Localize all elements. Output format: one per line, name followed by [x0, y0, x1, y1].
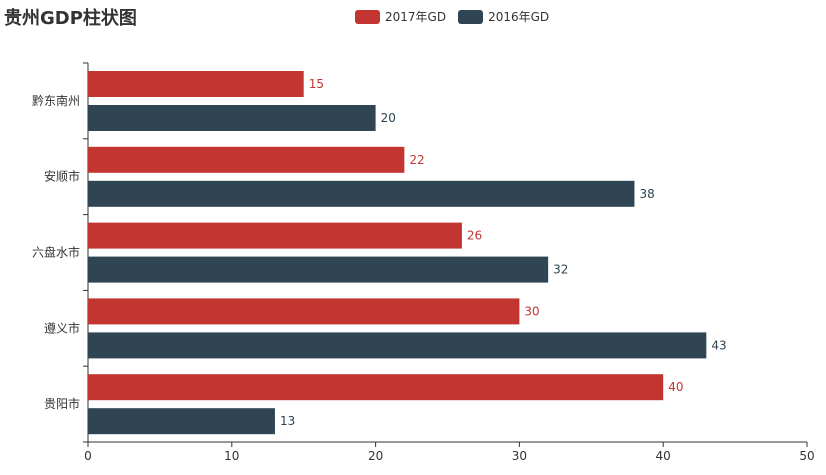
legend: 2017年GD 2016年GD: [355, 8, 561, 25]
legend-item-2016[interactable]: 2016年GD: [458, 8, 549, 25]
y-tick-label: 遵义市: [44, 320, 80, 335]
y-tick-label: 安顺市: [44, 169, 80, 184]
chart-title: 贵州GDP柱状图: [4, 8, 137, 29]
bar-2016: [88, 332, 707, 359]
bar-2017: [88, 374, 664, 401]
bar-2016: [88, 408, 275, 435]
bar-2017: [88, 71, 304, 97]
bar-data-label: 43: [711, 338, 726, 352]
x-tick-label: 20: [368, 449, 383, 463]
bar-2016: [88, 105, 376, 131]
legend-label-2016: 2016年GD: [488, 10, 550, 24]
bar-data-label: 22: [409, 153, 424, 167]
y-tick-label: 贵阳市: [44, 396, 80, 411]
bar-2016: [88, 180, 635, 207]
bar-data-label: 38: [639, 187, 654, 201]
bar-2016: [88, 256, 549, 283]
bar-2017: [88, 222, 462, 249]
bar-data-label: 15: [309, 77, 324, 91]
bar-2017: [88, 298, 520, 325]
legend-item-2017[interactable]: 2017年GD: [355, 8, 446, 25]
legend-label-2017: 2017年GD: [385, 10, 447, 24]
legend-swatch-2016: [458, 9, 484, 24]
y-tick-label: 六盘水市: [32, 245, 80, 260]
legend-swatch-2017: [355, 9, 380, 24]
x-tick-label: 10: [224, 449, 239, 463]
bar-data-label: 20: [381, 111, 396, 125]
x-tick-label: 40: [656, 449, 671, 463]
bar-data-label: 30: [524, 304, 539, 318]
bar-2017: [88, 146, 405, 173]
bar-data-label: 32: [553, 263, 568, 277]
bar-data-label: 26: [467, 229, 482, 243]
x-tick-label: 30: [512, 449, 527, 463]
y-tick-label: 黔东南州: [32, 93, 80, 108]
bar-data-label: 40: [668, 380, 683, 394]
x-tick-label: 50: [799, 449, 814, 463]
x-tick-label: 0: [84, 449, 92, 463]
bar-data-label: 13: [280, 414, 295, 428]
